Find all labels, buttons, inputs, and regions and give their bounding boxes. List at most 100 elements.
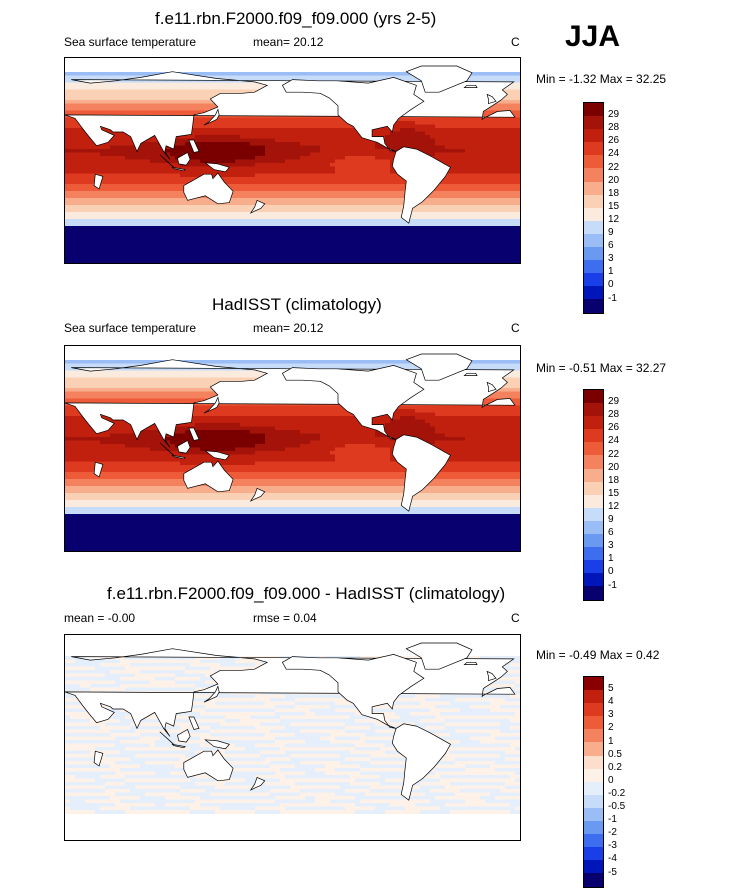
colorbar-swatch: [584, 781, 603, 795]
land-outline: [188, 139, 200, 153]
panel2-map: [64, 345, 521, 552]
land-outline: [391, 146, 451, 224]
panel3-rmse: rmse = 0.04: [253, 611, 317, 625]
land-outline: [203, 396, 220, 414]
colorbar-swatch: [584, 286, 603, 300]
colorbar-swatch: [584, 220, 603, 234]
panel3-mean: mean = -0.00: [64, 611, 136, 625]
colorbar-swatch: [584, 468, 603, 482]
colorbar-swatch: [584, 573, 603, 587]
colorbar-swatch: [584, 168, 603, 182]
colorbar-swatch: [584, 494, 603, 508]
panel2-colorbar: [583, 389, 604, 601]
colorbar-swatch: [584, 534, 603, 548]
colorbar-swatch: [584, 768, 603, 782]
colorbar-tick-label: 1: [608, 553, 614, 565]
panel1-units: C: [511, 35, 520, 49]
land-outline: [249, 199, 266, 214]
colorbar-swatch: [584, 260, 603, 274]
colorbar-tick-label: 22: [608, 448, 620, 460]
land-outline: [93, 173, 104, 190]
land-outline: [486, 381, 497, 393]
land-outline: [188, 427, 200, 441]
colorbar-tick-label: 12: [608, 500, 620, 512]
colorbar-swatch: [584, 129, 603, 143]
colorbar-tick-label: 6: [608, 527, 614, 539]
land-outline: [204, 162, 230, 173]
colorbar-swatch: [584, 416, 603, 430]
colorbar-swatch: [584, 299, 603, 313]
colorbar-tick-label: 18: [608, 474, 620, 486]
colorbar-tick-label: 28: [608, 409, 620, 421]
colorbar-tick-label: 29: [608, 396, 620, 408]
continents: [65, 65, 520, 224]
colorbar-swatch: [584, 142, 603, 156]
colorbar-swatch: [584, 560, 603, 574]
colorbar-swatch: [584, 181, 603, 195]
panel3-map: [64, 634, 521, 841]
colorbar-swatch: [584, 703, 603, 717]
colorbar-tick-label: -2: [608, 827, 617, 839]
land-outline: [281, 365, 425, 440]
land-outline: [183, 460, 234, 493]
continents: [65, 642, 520, 801]
land-outline: [405, 353, 473, 381]
colorbar-swatch: [584, 116, 603, 130]
colorbar-tick-label: -1: [608, 814, 617, 826]
colorbar-swatch: [584, 155, 603, 169]
panel3-min-max: Min = -0.49 Max = 0.42: [536, 648, 660, 662]
land-outline: [281, 77, 425, 152]
colorbar-swatch: [584, 207, 603, 221]
colorbar-tick-label: 26: [608, 422, 620, 434]
colorbar-swatch: [584, 390, 603, 404]
land-outline: [486, 93, 497, 105]
colorbar-tick-label: 29: [608, 109, 620, 121]
land-outline: [204, 450, 230, 461]
colorbar-tick-label: 3: [608, 253, 614, 265]
colorbar-swatch: [584, 194, 603, 208]
colorbar-swatch: [584, 103, 603, 117]
land-outline: [183, 749, 234, 782]
colorbar-tick-label: 28: [608, 122, 620, 134]
colorbar-tick-label: 0: [608, 774, 614, 786]
panel1-title: f.e11.rbn.F2000.f09_f09.000 (yrs 2-5): [155, 9, 437, 28]
colorbar-tick-label: 1: [608, 266, 614, 278]
colorbar-swatch: [584, 429, 603, 443]
colorbar-swatch: [584, 742, 603, 756]
colorbar-swatch: [584, 677, 603, 691]
panel2-min-max: Min = -0.51 Max = 32.27: [536, 361, 667, 375]
land-outline: [203, 108, 220, 126]
land-outline: [463, 84, 478, 88]
colorbar-tick-label: -0.5: [608, 801, 626, 812]
colorbar-swatch: [584, 729, 603, 743]
colorbar-tick-label: 26: [608, 135, 620, 147]
colorbar-tick-label: 0: [608, 566, 614, 578]
colorbar-tick-label: 6: [608, 240, 614, 252]
colorbar-swatch: [584, 716, 603, 730]
panel2-title: HadISST (climatology): [212, 295, 382, 314]
land-outline: [405, 65, 473, 93]
colorbar-swatch: [584, 547, 603, 561]
land-outline: [177, 439, 191, 454]
colorbar-swatch: [584, 233, 603, 248]
land-outline: [249, 776, 266, 791]
land-outline: [463, 661, 478, 665]
colorbar-swatch: [584, 520, 603, 535]
land-outline: [203, 685, 220, 703]
land-outline: [171, 454, 186, 460]
panel2-mean: mean= 20.12: [253, 321, 324, 335]
land-outline: [159, 154, 174, 168]
land-outline: [177, 151, 191, 166]
panel2-units: C: [511, 321, 520, 335]
colorbar-swatch: [584, 873, 603, 887]
panel3-title: f.e11.rbn.F2000.f09_f09.000 - HadISST (c…: [107, 584, 506, 603]
colorbar-swatch: [584, 481, 603, 495]
panel3-colorbar: [583, 676, 604, 888]
panel2-variable: Sea surface temperature: [64, 321, 197, 335]
colorbar-swatch: [584, 834, 603, 848]
colorbar-tick-label: -1: [608, 579, 617, 591]
colorbar-tick-label: 0.5: [608, 748, 622, 760]
colorbar-tick-label: 5: [608, 683, 614, 695]
colorbar-tick-label: 20: [608, 461, 620, 473]
colorbar-tick-label: -3: [608, 840, 617, 852]
